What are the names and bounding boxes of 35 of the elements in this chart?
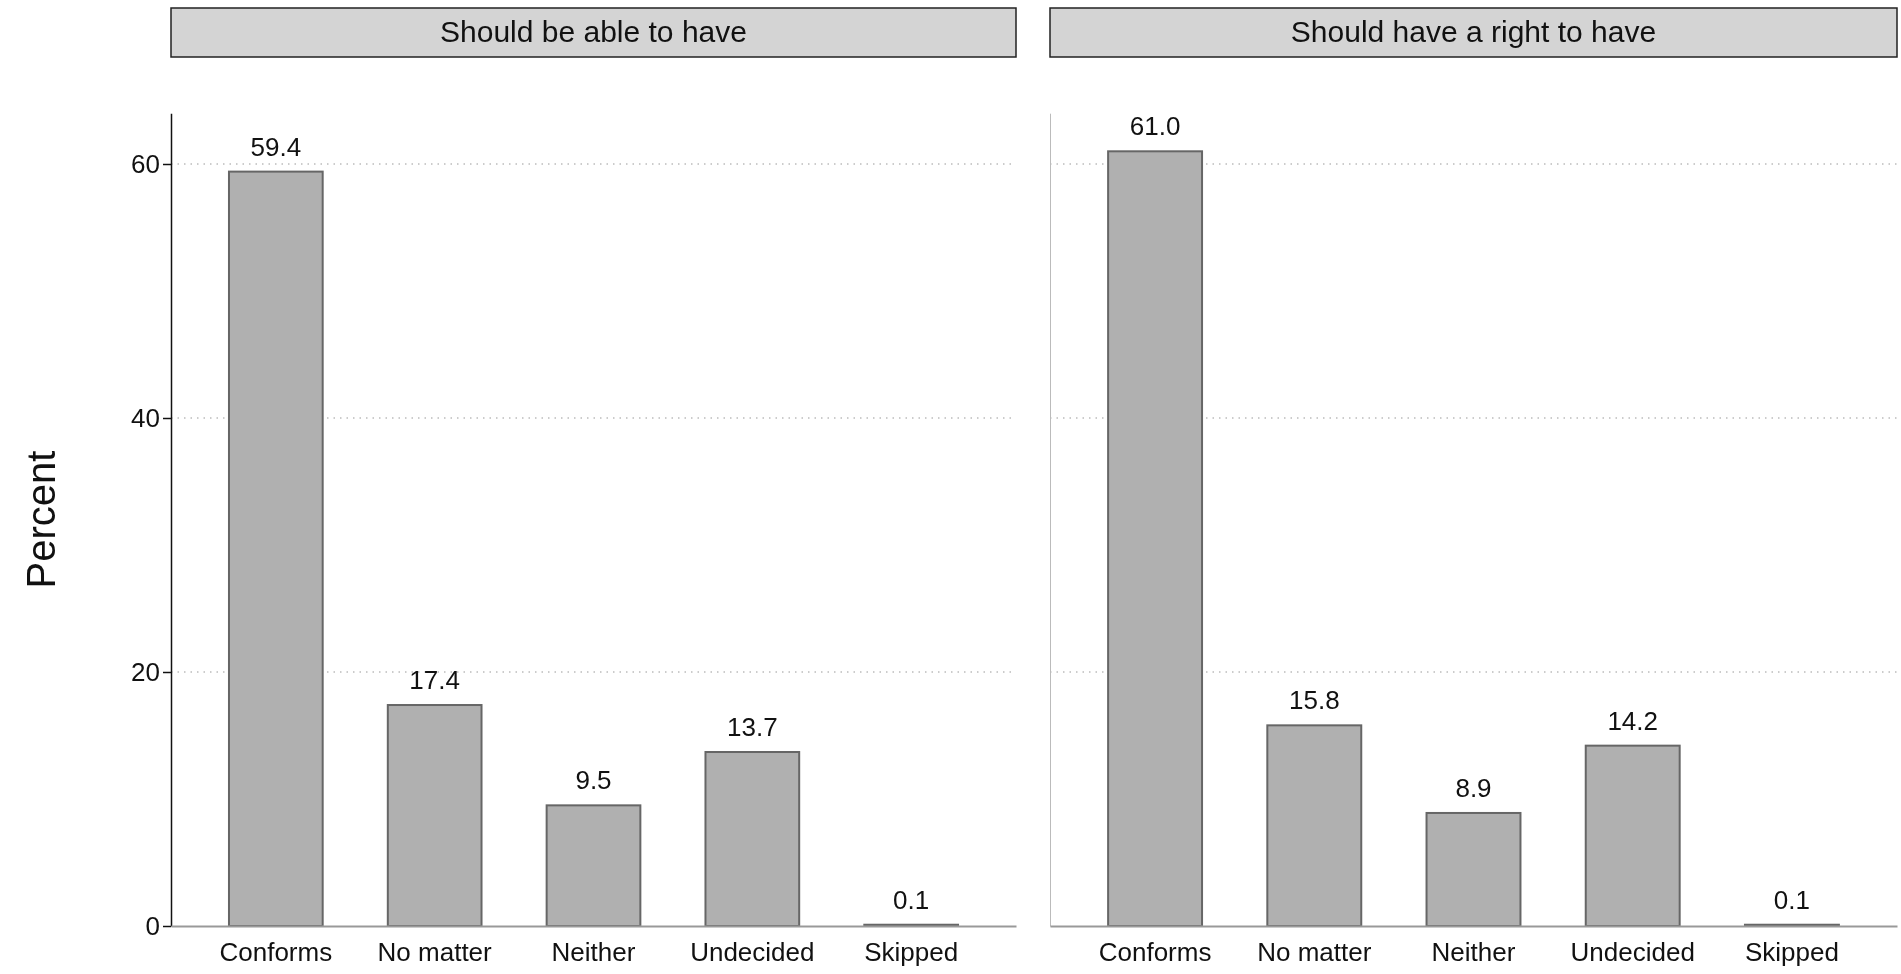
bar bbox=[386, 704, 483, 927]
data-label: 0.1 bbox=[1773, 884, 1810, 915]
x-tick-label: No matter bbox=[1257, 937, 1372, 968]
data-label: 9.5 bbox=[575, 765, 612, 796]
x-tick-label: No matter bbox=[377, 937, 493, 968]
bar bbox=[545, 804, 642, 927]
y-axis-title: Percent bbox=[19, 450, 63, 589]
bar bbox=[704, 751, 801, 927]
x-tick-label: Conforms bbox=[219, 937, 333, 968]
bar bbox=[1425, 811, 1522, 927]
x-tick-label: Skipped bbox=[864, 937, 959, 968]
x-tick-label: Undecided bbox=[690, 937, 815, 968]
x-tick-label: Neither bbox=[1431, 937, 1516, 968]
data-label: 59.4 bbox=[250, 131, 302, 162]
chart-title: Should have a right to have bbox=[1290, 15, 1657, 48]
x-tick-label: Skipped bbox=[1744, 937, 1839, 968]
data-label: 8.9 bbox=[1455, 772, 1492, 803]
data-label: 17.4 bbox=[409, 665, 460, 696]
chart-title: Should be able to have bbox=[440, 15, 747, 48]
bar bbox=[1107, 150, 1204, 927]
x-tick-label: Conforms bbox=[1098, 937, 1212, 968]
x-tick-label: Undecided bbox=[1570, 937, 1695, 968]
y-tick-label: 20 bbox=[131, 656, 160, 687]
data-label: 0.1 bbox=[893, 884, 930, 915]
data-label: 13.7 bbox=[727, 712, 778, 743]
data-label: 61.0 bbox=[1129, 111, 1181, 142]
y-tick-label: 0 bbox=[145, 910, 160, 941]
y-tick-label: 40 bbox=[131, 402, 160, 433]
x-tick-label: Neither bbox=[551, 937, 636, 968]
y-tick-label: 60 bbox=[131, 148, 160, 179]
bar bbox=[1584, 744, 1681, 927]
data-label: 14.2 bbox=[1607, 705, 1659, 736]
bar bbox=[227, 170, 324, 927]
data-label: 15.8 bbox=[1288, 685, 1340, 716]
bar bbox=[1266, 724, 1363, 927]
